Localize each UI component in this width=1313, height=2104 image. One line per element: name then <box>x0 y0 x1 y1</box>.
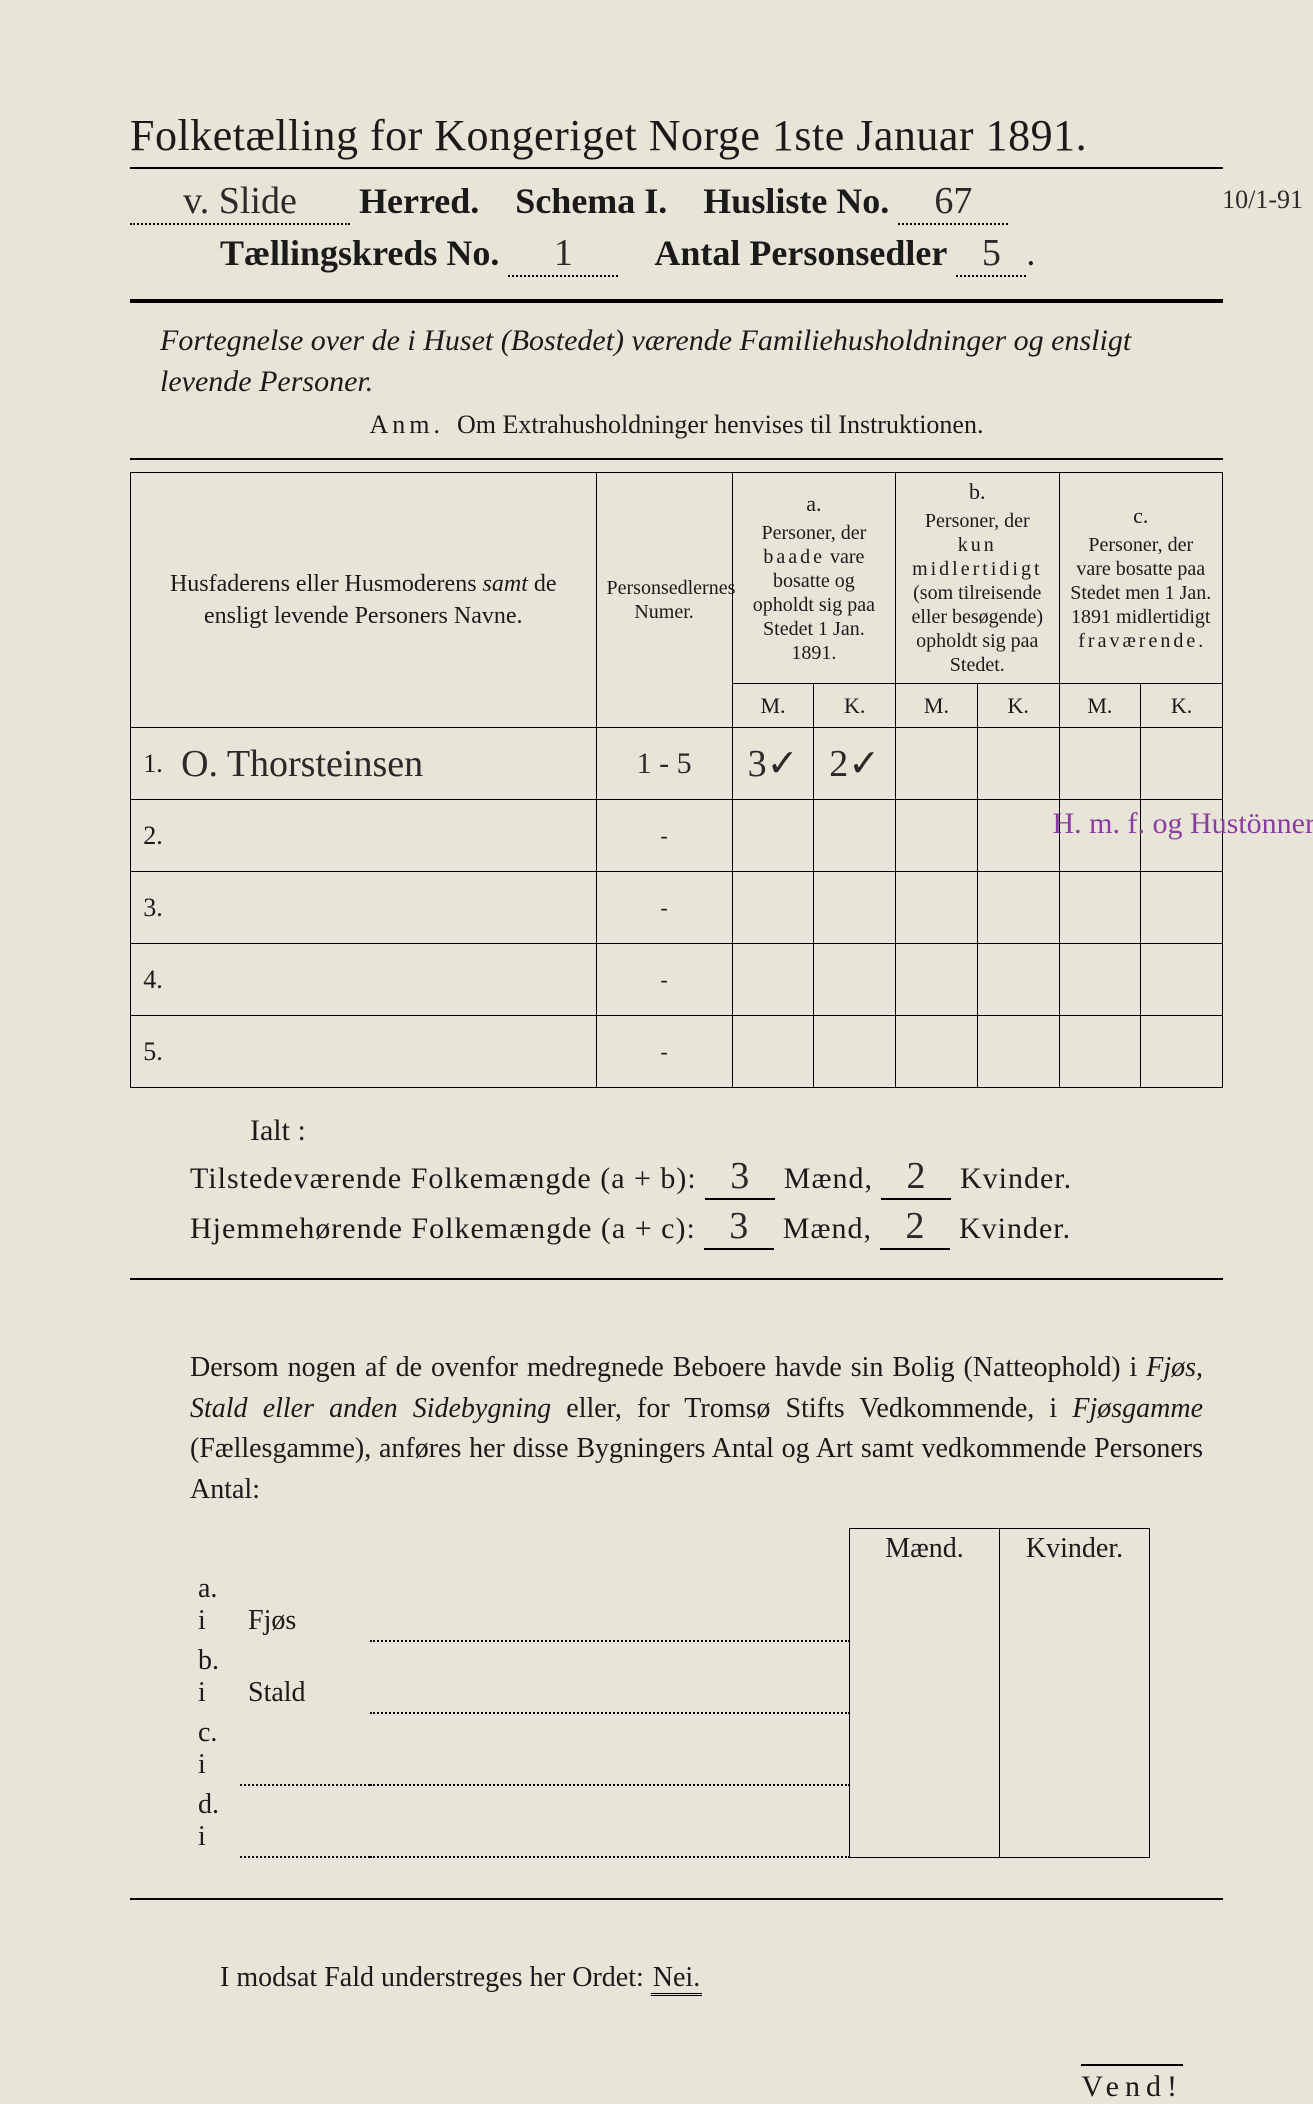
row-numer: 1 - 5 <box>596 728 732 800</box>
col-a-header: a. Personer, der baade vare bosatte og o… <box>732 473 895 684</box>
row-idx: 1. <box>131 728 176 800</box>
bld-row: a. i Fjøs <box>190 1569 1150 1641</box>
table-row: 4. - <box>131 944 1223 1016</box>
rule-2 <box>130 458 1223 460</box>
row-a-k: 2✓ <box>814 728 896 800</box>
row-b-m <box>896 728 978 800</box>
antal-value: 5 <box>982 231 1001 275</box>
husliste-label: Husliste No. <box>703 181 889 221</box>
row-numer: - <box>596 1016 732 1088</box>
col-a-k: K. <box>814 684 896 728</box>
husliste-value: 67 <box>934 179 972 223</box>
header-row-2: Tællingskreds No. 1 Antal Personsedler 5… <box>130 231 1223 277</box>
bld-row: b. i Stald <box>190 1641 1150 1713</box>
header-row-1: v. Slide Herred. Schema I. Husliste No. … <box>130 179 1223 225</box>
herred-label: Herred. <box>359 181 479 221</box>
rule-under-title <box>130 167 1223 169</box>
total-line-2: Hjemmehørende Folkemængde (a + c): 3 Mæn… <box>190 1204 1223 1250</box>
bld-row: c. i <box>190 1713 1150 1785</box>
l2-maend: 3 <box>729 1204 749 1248</box>
row-idx: 3. <box>131 872 176 944</box>
subheading: Fortegnelse over de i Huset (Bostedet) v… <box>160 321 1193 402</box>
row-idx: 5. <box>131 1016 176 1088</box>
kreds-label: Tællingskreds No. <box>220 233 499 273</box>
row-numer: - <box>596 872 732 944</box>
vend-label: Vend! <box>1081 2064 1183 2104</box>
rule-4 <box>130 1898 1223 1900</box>
col-numer-header: Personsedlernes Numer. <box>596 473 732 728</box>
bld-hdr-kvinder: Kvinder. <box>1000 1529 1150 1570</box>
l1-kvinder: 2 <box>906 1154 926 1198</box>
table-row: 1. O. Thorsteinsen 1 - 5 3✓ 2✓ <box>131 728 1223 800</box>
col-c-header: c. Personer, der vare bosatte paa Stedet… <box>1059 473 1223 684</box>
col-b-m: M. <box>896 684 978 728</box>
row-c-m <box>1059 728 1141 800</box>
row-numer: - <box>596 800 732 872</box>
row-c-k <box>1141 728 1223 800</box>
col-b-header: b. Personer, der kun midlertidigt (som t… <box>896 473 1059 684</box>
col-c-k: K. <box>1141 684 1223 728</box>
row-idx: 2. <box>131 800 176 872</box>
row-numer: - <box>596 944 732 1016</box>
herred-value: v. Slide <box>183 179 297 223</box>
row-name: O. Thorsteinsen <box>175 728 596 800</box>
nei-word: Nei. <box>651 1962 702 1996</box>
building-table: Mænd. Kvinder. a. i Fjøs b. i Stald c. i… <box>190 1528 1150 1858</box>
total-line-1: Tilstedeværende Folkemængde (a + b): 3 M… <box>190 1154 1223 1200</box>
building-paragraph: Dersom nogen af de ovenfor medregnede Be… <box>190 1348 1203 1510</box>
row-name <box>175 1016 596 1088</box>
row-name <box>175 800 596 872</box>
antal-label: Antal Personsedler <box>654 233 947 273</box>
census-table: Husfaderens eller Husmoderens samt de en… <box>130 472 1223 1088</box>
rule-3 <box>130 1278 1223 1280</box>
margin-date: 10/1-91 <box>1222 185 1303 215</box>
row-name <box>175 944 596 1016</box>
bld-hdr-maend: Mænd. <box>850 1529 1000 1570</box>
form-title: Folketælling for Kongeriget Norge 1ste J… <box>130 110 1223 161</box>
table-row: 3. - <box>131 872 1223 944</box>
row-b-k <box>977 728 1059 800</box>
kreds-value: 1 <box>554 231 573 275</box>
l2-kvinder: 2 <box>905 1204 925 1248</box>
col-c-m: M. <box>1059 684 1141 728</box>
l1-maend: 3 <box>730 1154 750 1198</box>
col-name-header: Husfaderens eller Husmoderens samt de en… <box>131 473 597 728</box>
ialt-label: Ialt : <box>250 1114 1223 1148</box>
anm-note: Anm. Anm. Om Extrahusholdninger henvises… <box>130 410 1223 440</box>
row-idx: 4. <box>131 944 176 1016</box>
rule-thick-1 <box>130 299 1223 303</box>
row1-margin-annotation: H. m. f. og Hustönner <box>1053 808 1313 840</box>
schema-label: Schema I. <box>515 181 667 221</box>
col-a-m: M. <box>732 684 814 728</box>
bld-row: d. i <box>190 1785 1150 1857</box>
table-row: 5. - <box>131 1016 1223 1088</box>
row-name <box>175 872 596 944</box>
row-a-m: 3✓ <box>732 728 814 800</box>
nei-line: I modsat Fald understreges her Ordet: Ne… <box>220 1962 1223 1994</box>
col-b-k: K. <box>977 684 1059 728</box>
